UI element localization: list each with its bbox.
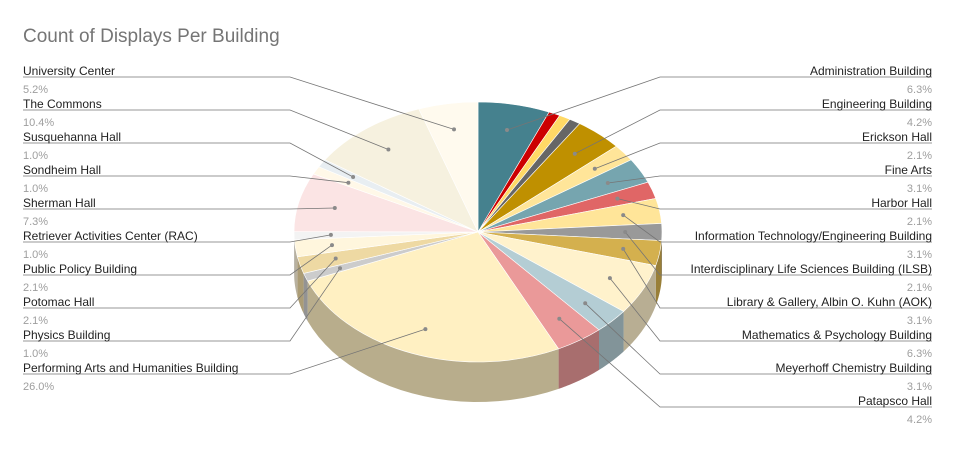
slice-side-mathematics-psychology-building [623, 265, 656, 352]
anchor-physics-building [338, 266, 342, 271]
leader-sondheim-hall [23, 175, 349, 184]
callout-lines [23, 76, 932, 408]
label-potomac-hall: Potomac Hall [23, 295, 94, 309]
label-meyerhoff-chemistry-building: Meyerhoff Chemistry Building [775, 361, 932, 375]
anchor-fine-arts [605, 181, 610, 185]
percent-sherman-hall: 7.3% [23, 216, 48, 228]
anchor-public-policy-building [330, 243, 334, 248]
leader-mathematics-psychology-building [609, 277, 932, 342]
label-retriever-activities-center-rac: Retriever Activities Center (RAC) [23, 229, 198, 243]
percent-performing-arts-and-humanities-building: 26.0% [23, 381, 54, 393]
slice-side-physics-building [303, 273, 308, 322]
leader-retriever-activities-center-rac [23, 234, 331, 243]
label-information-technology-engineering-building: Information Technology/Engineering Build… [695, 229, 932, 243]
anchor-interdisciplinary-life-sciences-building-ilsb [623, 230, 628, 234]
leader-university-center [23, 76, 455, 130]
label-public-policy-building: Public Policy Building [23, 262, 137, 276]
percent-public-policy-building: 2.1% [23, 282, 48, 294]
percent-engineering-building: 4.2% [907, 117, 932, 129]
percent-interdisciplinary-life-sciences-building-ilsb: 2.1% [907, 282, 932, 294]
anchor-the-commons [386, 147, 391, 152]
percent-sondheim-hall: 1.0% [23, 183, 48, 195]
label-engineering-building: Engineering Building [822, 97, 932, 111]
label-mathematics-psychology-building: Mathematics & Psychology Building [742, 328, 932, 342]
anchor-administration-building [505, 128, 509, 132]
anchor-library-gallery-albin-o-kuhn-aok [621, 246, 626, 251]
percent-physics-building: 1.0% [23, 348, 48, 360]
percent-information-technology-engineering-building: 3.1% [907, 249, 932, 261]
pie-slices [293, 101, 663, 363]
percent-library-gallery-albin-o-kuhn-aok: 3.1% [907, 315, 932, 327]
slice-university-center[interactable] [418, 101, 479, 233]
anchor-performing-arts-and-humanities-building [423, 327, 428, 332]
label-administration-building: Administration Building [810, 64, 932, 78]
anchor-sherman-hall [332, 206, 337, 210]
anchor-information-technology-engineering-building [621, 213, 626, 218]
label-interdisciplinary-life-sciences-building-ilsb: Interdisciplinary Life Sciences Building… [691, 262, 932, 276]
slice-performing-arts-and-humanities-building[interactable] [307, 231, 560, 363]
label-patapsco-hall: Patapsco Hall [858, 394, 932, 408]
leader-library-gallery-albin-o-kuhn-aok [622, 248, 932, 309]
label-university-center: University Center [23, 64, 115, 78]
leader-the-commons [23, 109, 389, 150]
anchor-susquehanna-hall [351, 175, 356, 179]
label-harbor-hall: Harbor Hall [871, 196, 932, 210]
leader-engineering-building [574, 109, 932, 155]
percent-patapsco-hall: 4.2% [907, 414, 932, 426]
anchor-retriever-activities-center-rac [328, 232, 333, 237]
label-performing-arts-and-humanities-building: Performing Arts and Humanities Building [23, 361, 238, 375]
label-sondheim-hall: Sondheim Hall [23, 163, 101, 177]
percent-the-commons: 10.4% [23, 117, 54, 129]
leader-performing-arts-and-humanities-building [23, 328, 426, 375]
leader-harbor-hall [617, 198, 932, 210]
anchor-meyerhoff-chemistry-building [583, 301, 588, 306]
slice-side-performing-arts-and-humanities-building [307, 281, 559, 402]
anchor-sondheim-hall [346, 180, 351, 185]
leader-public-policy-building [23, 244, 333, 276]
leader-potomac-hall [23, 258, 336, 309]
label-library-gallery-albin-o-kuhn-aok: Library & Gallery, Albin O. Kuhn (AOK) [727, 295, 932, 309]
percent-susquehanna-hall: 1.0% [23, 150, 48, 162]
percent-erickson-hall: 2.1% [907, 150, 932, 162]
percent-harbor-hall: 2.1% [907, 216, 932, 228]
anchor-harbor-hall [615, 196, 620, 201]
label-erickson-hall: Erickson Hall [862, 130, 932, 144]
anchor-mathematics-psychology-building [607, 276, 612, 281]
percent-mathematics-psychology-building: 6.3% [907, 348, 932, 360]
label-physics-building: Physics Building [23, 328, 110, 342]
anchor-erickson-hall [592, 166, 597, 171]
leader-erickson-hall [594, 142, 932, 170]
leader-patapsco-hall [559, 318, 932, 408]
percent-meyerhoff-chemistry-building: 3.1% [907, 381, 932, 393]
percent-administration-building: 6.3% [907, 84, 932, 96]
anchor-patapsco-hall [557, 316, 562, 321]
chart-title: Count of Displays Per Building [23, 26, 280, 47]
leader-fine-arts [607, 175, 932, 184]
leader-susquehanna-hall [23, 142, 354, 178]
leader-meyerhoff-chemistry-building [584, 303, 932, 375]
slice-side-potomac-hall [297, 256, 304, 314]
anchor-engineering-building [572, 151, 577, 156]
label-fine-arts: Fine Arts [885, 163, 932, 177]
anchor-university-center [452, 127, 456, 132]
percent-potomac-hall: 2.1% [23, 315, 48, 327]
percent-retriever-activities-center-rac: 1.0% [23, 249, 48, 261]
leader-interdisciplinary-life-sciences-building-ilsb [624, 231, 932, 276]
leader-physics-building [23, 267, 341, 342]
leader-administration-building [506, 76, 932, 131]
percent-university-center: 5.2% [23, 84, 48, 96]
leader-information-technology-engineering-building [622, 214, 932, 243]
label-sherman-hall: Sherman Hall [23, 196, 96, 210]
anchor-potomac-hall [333, 256, 338, 261]
leader-sherman-hall [23, 207, 335, 210]
label-the-commons: The Commons [23, 97, 102, 111]
percent-fine-arts: 3.1% [907, 183, 932, 195]
label-susquehanna-hall: Susquehanna Hall [23, 130, 121, 144]
